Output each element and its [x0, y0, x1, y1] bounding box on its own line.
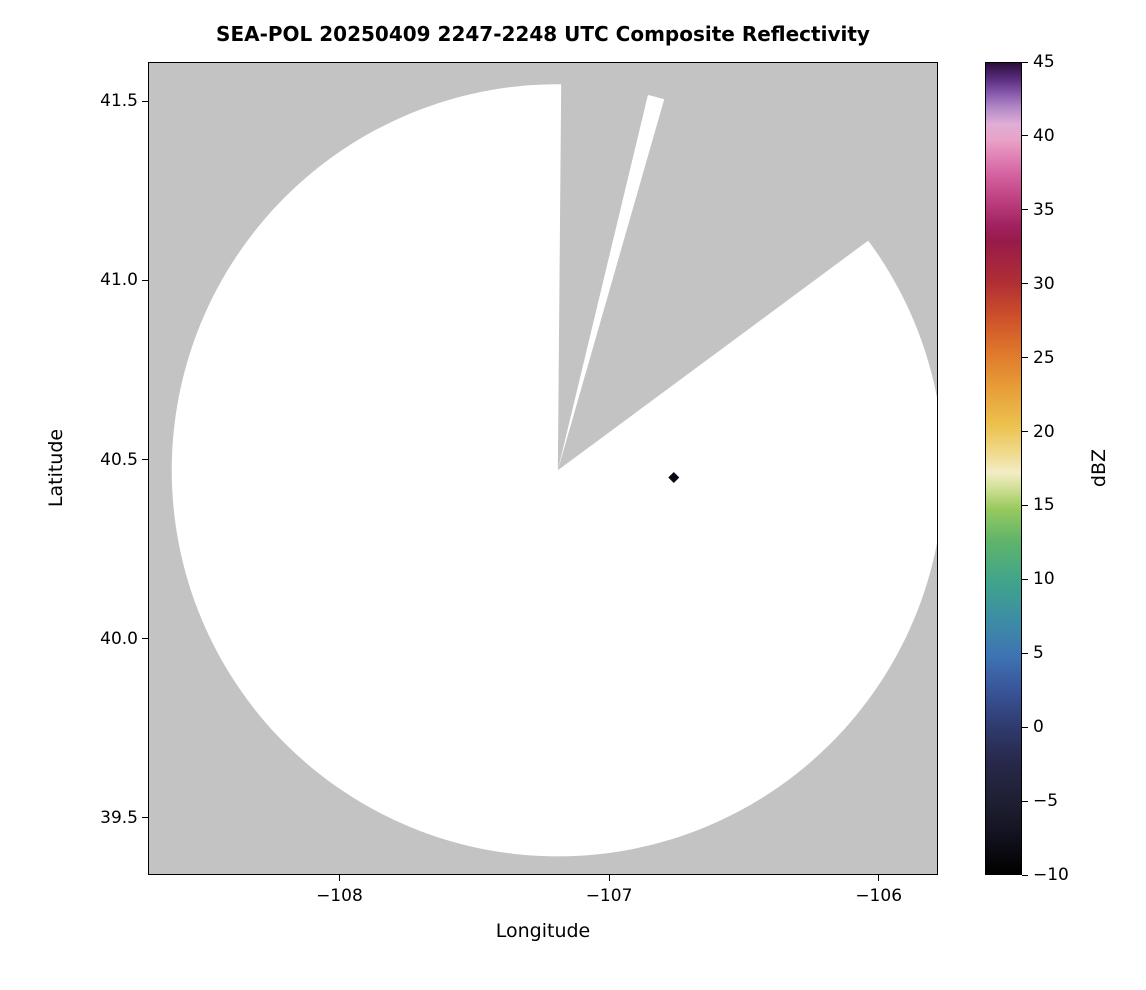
- colorbar-tick-label: 40: [1033, 125, 1055, 146]
- y-tick-label: 41.0: [100, 270, 138, 291]
- y-tick-label: 41.5: [100, 91, 138, 112]
- colorbar-tick-label: 5: [1033, 643, 1044, 664]
- colorbar-tick-mark: [1022, 431, 1028, 433]
- y-tick-label: 40.0: [100, 628, 138, 649]
- colorbar-tick-mark: [1022, 209, 1028, 211]
- y-tick-mark: [142, 459, 148, 461]
- colorbar: [985, 62, 1022, 875]
- colorbar-tick-label: 0: [1033, 717, 1044, 738]
- colorbar-tick-mark: [1022, 874, 1028, 876]
- x-tick-mark: [608, 875, 610, 881]
- colorbar-tick-label: 35: [1033, 199, 1055, 220]
- y-tick-label: 39.5: [100, 807, 138, 828]
- colorbar-tick-mark: [1022, 135, 1028, 137]
- x-tick-mark: [878, 875, 880, 881]
- x-tick-mark: [338, 875, 340, 881]
- colorbar-tick-mark: [1022, 578, 1028, 580]
- x-tick-label: −107: [585, 886, 633, 906]
- y-tick-mark: [142, 638, 148, 640]
- colorbar-tick-label: 20: [1033, 421, 1055, 442]
- colorbar-tick-mark: [1022, 726, 1028, 728]
- missing-data-sector: [557, 78, 650, 471]
- colorbar-tick-mark: [1022, 504, 1028, 506]
- colorbar-tick-label: 30: [1033, 273, 1055, 294]
- y-tick-mark: [142, 100, 148, 102]
- colorbar-tick-mark: [1022, 283, 1028, 285]
- colorbar-tick-mark: [1022, 652, 1028, 654]
- y-tick-label: 40.5: [100, 449, 138, 470]
- missing-data-sector: [557, 93, 874, 471]
- plot-area: [148, 62, 938, 875]
- x-axis-label: Longitude: [495, 920, 591, 942]
- colorbar-tick-mark: [1022, 61, 1028, 63]
- colorbar-tick-label: 45: [1033, 52, 1055, 72]
- colorbar-tick-label: −10: [1033, 865, 1069, 885]
- x-tick-label: −108: [316, 886, 363, 906]
- colorbar-tick-label: 15: [1033, 495, 1055, 516]
- colorbar-tick-label: 25: [1033, 347, 1055, 368]
- chart-title: SEA-POL 20250409 2247-2248 UTC Composite…: [216, 22, 870, 46]
- y-tick-mark: [142, 279, 148, 281]
- radar-coverage-map: [171, 78, 938, 857]
- radar-echo-marker: [668, 471, 680, 483]
- y-tick-mark: [142, 817, 148, 819]
- colorbar-tick-label: 10: [1033, 569, 1055, 590]
- colorbar-tick-mark: [1022, 800, 1028, 802]
- x-tick-label: −106: [855, 886, 903, 906]
- colorbar-tick-mark: [1022, 357, 1028, 359]
- colorbar-tick-label: −5: [1033, 791, 1059, 812]
